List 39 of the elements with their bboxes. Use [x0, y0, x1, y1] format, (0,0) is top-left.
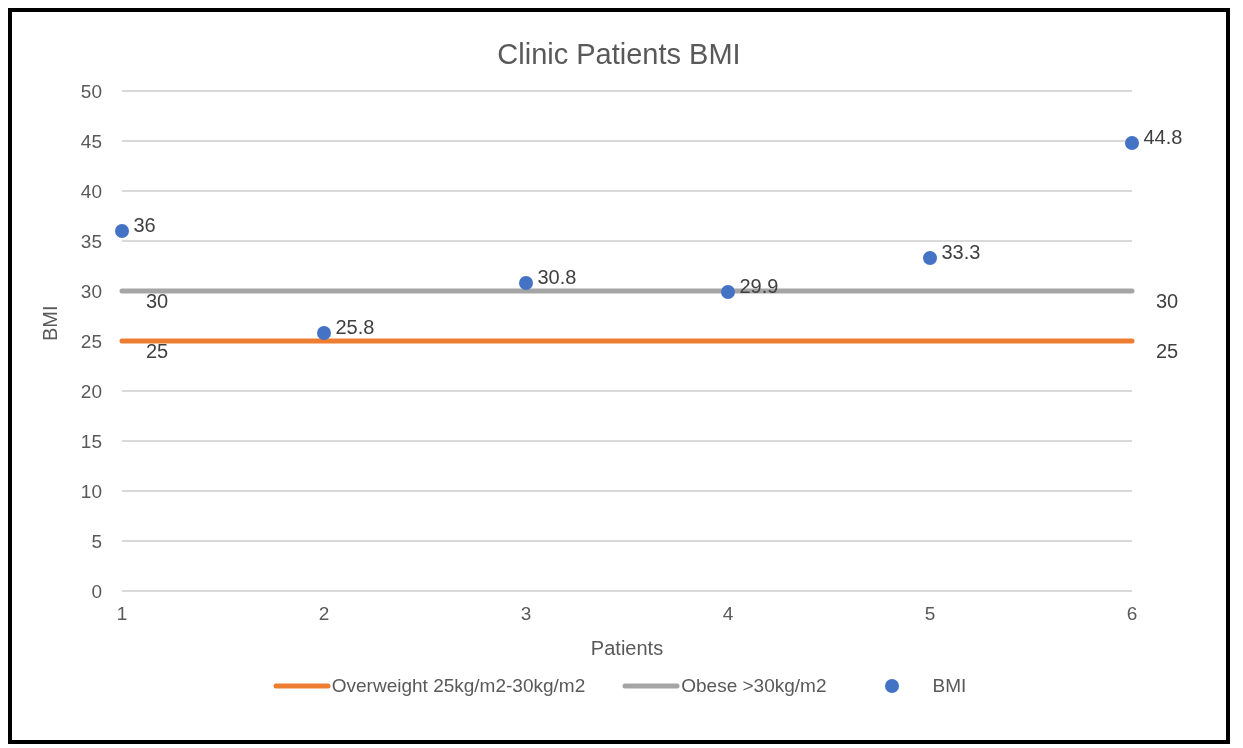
y-tick-label: 5 — [91, 530, 102, 552]
x-tick-label: 6 — [1126, 603, 1138, 625]
x-axis-title: Patients — [590, 637, 664, 659]
point — [721, 285, 735, 299]
legend-label: BMI — [932, 675, 967, 697]
data-label: 25 — [146, 340, 169, 363]
data-label: 36 — [133, 213, 156, 236]
data-label: 25.8 — [335, 315, 375, 338]
x-tick-label: 3 — [520, 603, 532, 625]
x-tick-label: 2 — [318, 603, 330, 625]
y-tick-label: 20 — [80, 380, 102, 402]
chart-title: Clinic Patients BMI — [496, 38, 742, 71]
y-tick-label: 50 — [80, 80, 102, 102]
data-label: 33.3 — [941, 240, 981, 263]
x-tick-label: 5 — [924, 603, 936, 625]
data-label: 30 — [146, 290, 169, 313]
y-tick-label: 45 — [80, 130, 102, 152]
y-tick-label: 35 — [80, 230, 102, 252]
y-tick-label: 30 — [80, 280, 102, 302]
y-tick-label: 25 — [80, 330, 102, 352]
point — [519, 276, 533, 290]
data-label: 25 — [1156, 340, 1179, 363]
point — [115, 224, 129, 238]
data-label: 44.8 — [1143, 125, 1183, 148]
point — [1125, 136, 1139, 150]
y-tick-label: 40 — [80, 180, 102, 202]
point — [923, 251, 937, 265]
y-tick-label: 0 — [91, 580, 102, 602]
legend-label: Obese >30kg/m2 — [681, 675, 827, 697]
x-tick-label: 4 — [722, 603, 734, 625]
data-label: 30.8 — [537, 265, 577, 288]
data-label: 30 — [1156, 290, 1179, 313]
x-tick-label: 1 — [116, 603, 128, 625]
data-label: 29.9 — [739, 274, 779, 297]
point — [317, 326, 331, 340]
y-tick-label: 15 — [80, 430, 102, 452]
y-tick-label: 10 — [80, 480, 102, 502]
legend-label: Overweight 25kg/m2-30kg/m2 — [331, 675, 586, 697]
y-axis-title: BMI — [39, 305, 62, 341]
